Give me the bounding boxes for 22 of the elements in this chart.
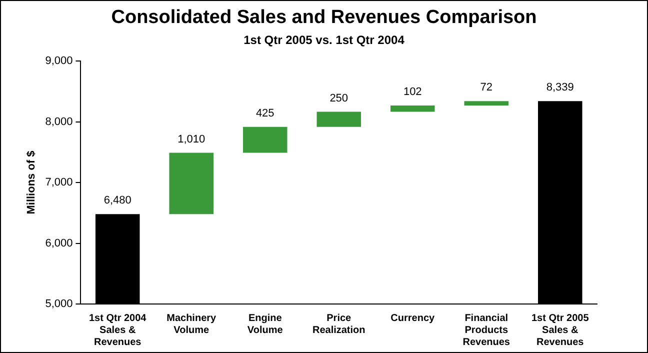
x-tick-label: Machinery Volume bbox=[166, 312, 217, 336]
y-tick-label: 5,000 bbox=[45, 298, 73, 310]
y-tick-label: 9,000 bbox=[45, 55, 73, 68]
x-tick-label: Financial Products Revenues bbox=[462, 312, 510, 348]
x-tick-label: Price Realization bbox=[312, 312, 366, 336]
data-label: 72 bbox=[480, 82, 492, 94]
y-tick-label: 8,000 bbox=[45, 116, 73, 128]
x-tick-label: Currency bbox=[390, 312, 436, 324]
data-label: 425 bbox=[256, 107, 274, 120]
y-tick-label: 6,000 bbox=[45, 237, 73, 250]
data-label: 102 bbox=[403, 86, 422, 98]
data-label: 8,339 bbox=[546, 82, 574, 94]
data-label: 250 bbox=[330, 92, 348, 104]
x-tick-label: 1st Qtr 2004 Sales & Revenues bbox=[88, 312, 147, 348]
x-tick-label: 1st Qtr 2005 Sales & Revenues bbox=[531, 312, 590, 348]
y-axis-title: Millions of $ bbox=[26, 150, 38, 214]
chart-subtitle: 1st Qtr 2005 vs. 1st Qtr 2004 bbox=[242, 33, 406, 47]
data-label: 1,010 bbox=[178, 133, 206, 146]
y-tick-label: 7,000 bbox=[45, 176, 73, 189]
data-label: 6,480 bbox=[104, 194, 132, 207]
x-tick-label: Engine Volume bbox=[247, 312, 284, 336]
chart-title: Consolidated Sales and Revenues Comparison bbox=[110, 7, 538, 29]
